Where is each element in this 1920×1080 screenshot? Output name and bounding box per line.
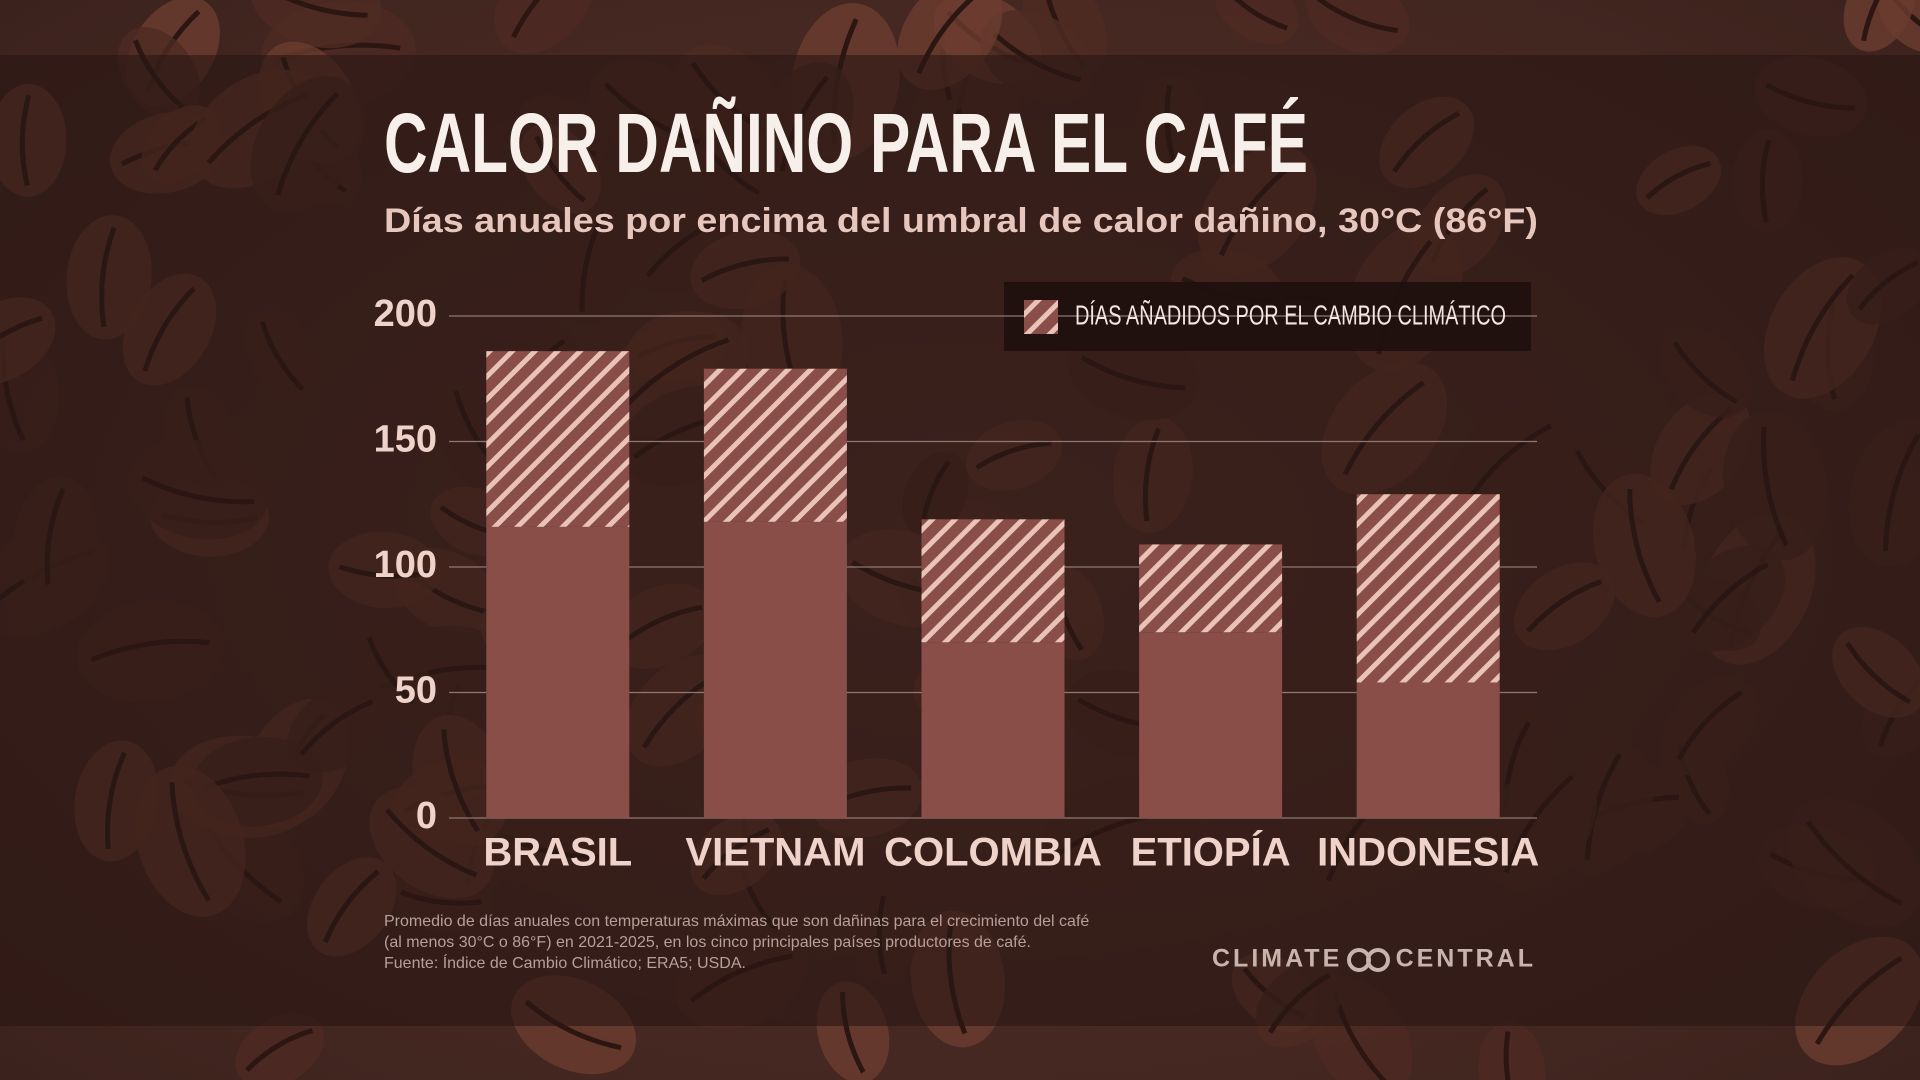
bean-crease — [1503, 1031, 1518, 1080]
bean-crease — [263, 0, 368, 18]
bar-segment — [1139, 544, 1283, 633]
legend-swatch — [1024, 300, 1058, 334]
bean-crease — [1861, 0, 1898, 42]
bean — [250, 0, 382, 49]
brand-word: CENTRAL — [1396, 945, 1536, 973]
bar-segment — [1356, 682, 1500, 818]
x-tick-label: ETIOPÍA — [1131, 830, 1291, 875]
y-tick-label: 0 — [416, 795, 437, 837]
x-tick-label: INDONESIA — [1317, 831, 1539, 875]
y-tick-label: 200 — [374, 293, 437, 335]
y-tick-label: 50 — [395, 670, 437, 712]
bar-segment — [703, 521, 847, 818]
bean — [494, 0, 596, 54]
bean — [235, 1012, 324, 1080]
brand-word: CLIMATE — [1212, 945, 1342, 973]
bar-segment — [486, 526, 630, 818]
y-tick-label: 100 — [374, 544, 437, 586]
bean — [1478, 1021, 1546, 1080]
bean-crease — [1224, 0, 1288, 31]
logo-ring — [1366, 948, 1390, 972]
bean-crease — [245, 1027, 314, 1072]
bar-segment — [921, 519, 1065, 643]
chart-subtitle: Días anuales por encima del umbral de ca… — [384, 202, 1538, 240]
bar-segment — [703, 368, 847, 522]
footnote: Promedio de días anuales con temperatura… — [384, 913, 1089, 930]
chart-title: CALOR DAÑINO PARA EL CAFÉ — [384, 96, 1308, 190]
bar-segment — [1356, 494, 1500, 683]
bean — [1306, 0, 1410, 54]
y-tick-label: 150 — [374, 419, 437, 461]
bean-body — [1478, 1021, 1546, 1080]
bean-crease — [511, 0, 578, 39]
x-tick-label: VIETNAM — [685, 831, 865, 875]
x-tick-label: COLOMBIA — [884, 831, 1102, 875]
legend-label: DÍAS AÑADIDOS POR EL CAMBIO CLIMÁTICO — [1075, 299, 1506, 330]
bar-segment — [486, 351, 630, 527]
bean-body — [1306, 0, 1410, 54]
footnote: Fuente: Índice de Cambio Climático; ERA5… — [384, 953, 746, 972]
bean-body — [1843, 0, 1916, 52]
bean-crease — [1316, 0, 1398, 34]
bar-segment — [1139, 632, 1283, 818]
brand-logo: CLIMATE CENTRAL — [1212, 945, 1536, 973]
footnote: (al menos 30°C o 86°F) en 2021-2025, en … — [384, 934, 1031, 951]
bean — [1214, 0, 1299, 45]
bean — [1843, 0, 1916, 52]
x-tick-label: BRASIL — [483, 831, 632, 875]
bar-segment — [921, 642, 1065, 818]
footnotes: Promedio de días anuales con temperatura… — [384, 913, 1089, 972]
bean-body — [250, 0, 382, 49]
bean-crease — [1887, 0, 1920, 42]
